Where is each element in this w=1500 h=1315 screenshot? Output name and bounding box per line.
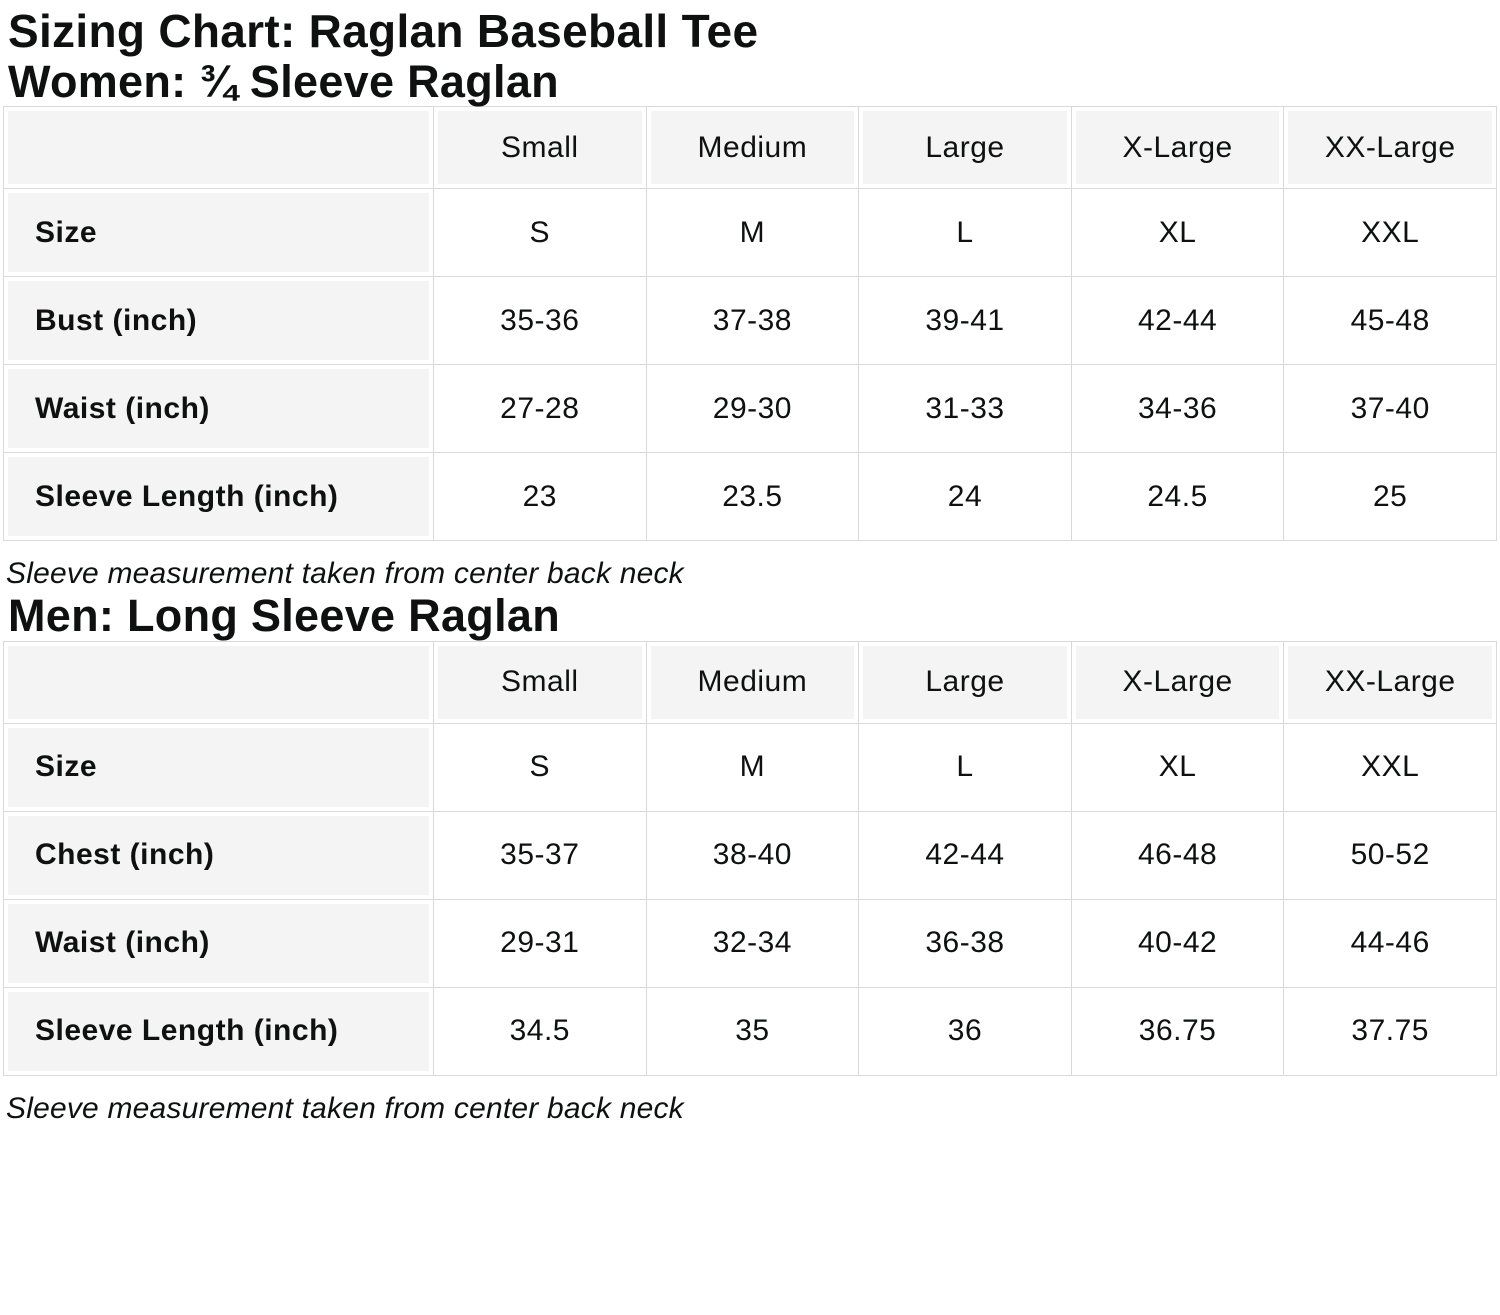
value-cell: 34-36 bbox=[1070, 364, 1285, 454]
row-label-chest: Chest (inch) bbox=[3, 810, 434, 900]
value-cell: 31-33 bbox=[858, 364, 1072, 454]
table-row-size: Size S M L XL XXL bbox=[3, 722, 1497, 812]
table-row-sleeve-length: Sleeve Length (inch) 34.5 35 36 36.75 37… bbox=[3, 986, 1497, 1076]
value-cell: 23 bbox=[433, 452, 647, 542]
sleeve-note-men: Sleeve measurement taken from center bac… bbox=[6, 1091, 684, 1125]
sizing-chart-page: Sizing Chart: Raglan Baseball Tee Women:… bbox=[3, 5, 1497, 1125]
value-cell: S bbox=[433, 188, 647, 278]
table-row-waist: Waist (inch) 29-31 32-34 36-38 40-42 44-… bbox=[3, 898, 1497, 988]
value-cell: L bbox=[858, 722, 1072, 812]
value-cell: XL bbox=[1070, 188, 1285, 278]
column-header-small: Small bbox=[433, 640, 647, 724]
value-cell: L bbox=[858, 188, 1072, 278]
value-cell: 36.75 bbox=[1070, 986, 1285, 1076]
column-header-xxlarge: XX-Large bbox=[1283, 106, 1497, 190]
column-header-row: Small Medium Large X-Large XX-Large bbox=[3, 640, 1497, 724]
corner-cell bbox=[3, 106, 434, 190]
value-cell: 29-30 bbox=[645, 364, 860, 454]
value-cell: XL bbox=[1070, 722, 1285, 812]
value-cell: 24 bbox=[858, 452, 1072, 542]
column-header-row: Small Medium Large X-Large XX-Large bbox=[3, 106, 1497, 190]
value-cell: 46-48 bbox=[1070, 810, 1285, 900]
column-header-medium: Medium bbox=[645, 640, 860, 724]
value-cell: 36-38 bbox=[858, 898, 1072, 988]
table-row-size: Size S M L XL XXL bbox=[3, 188, 1497, 278]
table-row-sleeve-length: Sleeve Length (inch) 23 23.5 24 24.5 25 bbox=[3, 452, 1497, 542]
row-label-size: Size bbox=[3, 188, 434, 278]
value-cell: 38-40 bbox=[645, 810, 860, 900]
value-cell: 35 bbox=[645, 986, 860, 1076]
row-label-waist: Waist (inch) bbox=[3, 898, 434, 988]
value-cell: 34.5 bbox=[433, 986, 647, 1076]
column-header-xlarge: X-Large bbox=[1070, 640, 1285, 724]
value-cell: M bbox=[645, 722, 860, 812]
value-cell: 42-44 bbox=[1070, 276, 1285, 366]
women-size-table: Small Medium Large X-Large XX-Large Size… bbox=[3, 106, 1497, 542]
table-row-bust: Bust (inch) 35-36 37-38 39-41 42-44 45-4… bbox=[3, 276, 1497, 366]
value-cell: 37-40 bbox=[1283, 364, 1497, 454]
sleeve-note-women: Sleeve measurement taken from center bac… bbox=[6, 557, 684, 591]
men-size-table: Small Medium Large X-Large XX-Large Size… bbox=[3, 640, 1497, 1076]
value-cell: 25 bbox=[1283, 452, 1497, 542]
table-row-chest: Chest (inch) 35-37 38-40 42-44 46-48 50-… bbox=[3, 810, 1497, 900]
value-cell: 35-36 bbox=[433, 276, 647, 366]
column-header-xlarge: X-Large bbox=[1070, 106, 1285, 190]
value-cell: 50-52 bbox=[1283, 810, 1497, 900]
column-header-xxlarge: XX-Large bbox=[1283, 640, 1497, 724]
row-label-sleeve-length: Sleeve Length (inch) bbox=[3, 986, 434, 1076]
section-heading-men: Men: Long Sleeve Raglan bbox=[8, 590, 560, 642]
column-header-medium: Medium bbox=[645, 106, 860, 190]
value-cell: XXL bbox=[1283, 188, 1497, 278]
value-cell: 44-46 bbox=[1283, 898, 1497, 988]
value-cell: 29-31 bbox=[433, 898, 647, 988]
row-label-bust: Bust (inch) bbox=[3, 276, 434, 366]
value-cell: 40-42 bbox=[1070, 898, 1285, 988]
value-cell: M bbox=[645, 188, 860, 278]
value-cell: 23.5 bbox=[645, 452, 860, 542]
value-cell: 36 bbox=[858, 986, 1072, 1076]
section-heading-women: Women: ¾ Sleeve Raglan bbox=[8, 55, 559, 107]
page-title: Sizing Chart: Raglan Baseball Tee bbox=[8, 5, 759, 57]
row-label-size: Size bbox=[3, 722, 434, 812]
value-cell: XXL bbox=[1283, 722, 1497, 812]
value-cell: 45-48 bbox=[1283, 276, 1497, 366]
value-cell: 37.75 bbox=[1283, 986, 1497, 1076]
value-cell: 37-38 bbox=[645, 276, 860, 366]
value-cell: 42-44 bbox=[858, 810, 1072, 900]
value-cell: 24.5 bbox=[1070, 452, 1285, 542]
column-header-small: Small bbox=[433, 106, 647, 190]
row-label-waist: Waist (inch) bbox=[3, 364, 434, 454]
column-header-large: Large bbox=[858, 640, 1072, 724]
value-cell: S bbox=[433, 722, 647, 812]
row-label-sleeve-length: Sleeve Length (inch) bbox=[3, 452, 434, 542]
column-header-large: Large bbox=[858, 106, 1072, 190]
value-cell: 32-34 bbox=[645, 898, 860, 988]
corner-cell bbox=[3, 640, 434, 724]
value-cell: 27-28 bbox=[433, 364, 647, 454]
table-row-waist: Waist (inch) 27-28 29-30 31-33 34-36 37-… bbox=[3, 364, 1497, 454]
value-cell: 39-41 bbox=[858, 276, 1072, 366]
value-cell: 35-37 bbox=[433, 810, 647, 900]
